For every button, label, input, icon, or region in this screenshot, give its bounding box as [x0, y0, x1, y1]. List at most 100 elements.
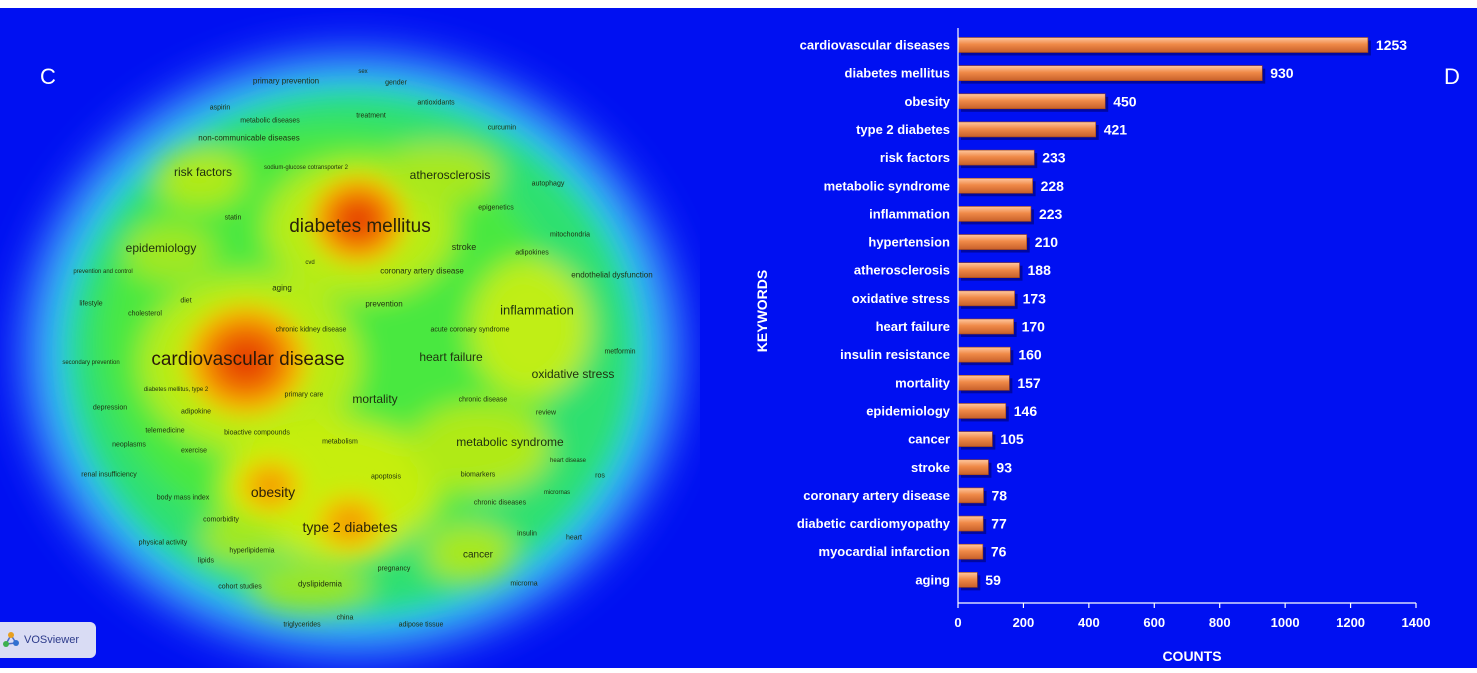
term-label: diabetes mellitus — [289, 216, 431, 237]
x-tick-label: 1200 — [1336, 615, 1365, 630]
term-label: metformin — [604, 348, 636, 356]
term-label: pregnancy — [377, 565, 411, 573]
term-label: neoplasms — [112, 441, 146, 449]
term-label: autophagy — [531, 180, 565, 188]
term-label: statin — [224, 214, 242, 222]
term-label: prevention and control — [73, 269, 133, 275]
term-label: hyperlipidemia — [229, 547, 275, 555]
term-label: physical activity — [138, 539, 188, 547]
term-label: china — [336, 614, 354, 622]
data-label: 77 — [991, 516, 1007, 532]
term-label: oxidative stress — [531, 367, 615, 381]
term-label: micrornas — [543, 490, 571, 496]
bar — [957, 543, 984, 560]
category-label: insulin resistance — [840, 347, 950, 362]
term-label: ros — [595, 472, 605, 480]
term-label: adipokines — [515, 249, 549, 257]
hotspot-obesity — [228, 450, 312, 522]
term-label: treatment — [356, 112, 386, 120]
x-tick-label: 1000 — [1271, 615, 1300, 630]
x-tick-label: 800 — [1209, 615, 1231, 630]
bar — [957, 487, 984, 504]
term-label: adipose tissue — [398, 621, 444, 629]
term-label: inflammation — [500, 302, 574, 318]
bar — [957, 65, 1263, 81]
term-label: depression — [92, 404, 128, 412]
vosviewer-density-map — [22, 51, 682, 655]
category-label: epidemiology — [866, 403, 951, 418]
term-label: chronic diseases — [473, 499, 527, 507]
data-label: 157 — [1017, 375, 1041, 391]
term-label: aging — [272, 283, 292, 293]
term-label: chronic kidney disease — [275, 326, 347, 334]
term-label: heart failure — [419, 350, 483, 364]
bar — [957, 37, 1369, 53]
data-label: 450 — [1113, 93, 1137, 109]
term-label: mitochondria — [549, 231, 591, 239]
term-label: primary care — [284, 391, 324, 399]
term-label: antioxidants — [417, 99, 455, 107]
term-label: body mass index — [156, 494, 210, 502]
bar — [957, 149, 1035, 166]
category-label: oxidative stress — [852, 291, 950, 306]
data-label: 78 — [992, 487, 1008, 503]
category-label: cardiovascular diseases — [800, 38, 950, 53]
term-label: heart disease — [549, 458, 587, 464]
bar — [957, 206, 1032, 222]
category-label: myocardial infarction — [819, 544, 951, 559]
category-label: inflammation — [869, 206, 950, 221]
bar — [957, 459, 989, 476]
bar — [957, 515, 984, 532]
category-label: diabetic cardiomyopathy — [797, 516, 951, 531]
data-label: 105 — [1000, 431, 1024, 447]
term-label: biomarkers — [460, 471, 496, 479]
bar — [957, 177, 1033, 194]
category-label: diabetes mellitus — [845, 66, 950, 81]
term-label: prevention — [365, 299, 403, 309]
term-label: metabolic syndrome — [456, 435, 564, 449]
term-label: triglycerides — [283, 621, 321, 629]
category-label: type 2 diabetes — [856, 122, 950, 137]
data-label: 930 — [1270, 65, 1294, 81]
bar — [957, 403, 1007, 419]
term-label: comorbidity — [203, 516, 239, 524]
vosviewer-logo: VOSviewer — [0, 622, 96, 658]
panel-label-c: C — [40, 64, 56, 89]
x-tick-label: 1400 — [1402, 615, 1431, 630]
category-label: aging — [915, 572, 950, 587]
data-label: 59 — [985, 572, 1001, 588]
data-label: 223 — [1039, 206, 1063, 222]
term-label: insulin — [517, 530, 537, 538]
bar — [957, 374, 1010, 391]
data-label: 93 — [996, 459, 1012, 475]
keyword-count-bar-chart: cardiovascular diseases 1253 diabetes mell… — [754, 28, 1431, 664]
term-label: heart — [566, 534, 582, 542]
hotspot-diabetes-mellitus — [302, 168, 414, 272]
term-label: obesity — [250, 484, 296, 500]
density-hotspots — [174, 168, 414, 561]
term-label: epigenetics — [478, 204, 514, 212]
data-label: 233 — [1042, 150, 1066, 166]
term-label: microrna — [510, 580, 538, 588]
term-label: stroke — [451, 242, 477, 252]
term-label: cholesterol — [128, 310, 162, 318]
vosviewer-network-icon — [3, 632, 19, 647]
hotspot-cardiovascular-disease — [174, 294, 318, 426]
category-label: atherosclerosis — [854, 263, 950, 278]
x-tick-label: 600 — [1143, 615, 1165, 630]
term-label: epidemiology — [125, 241, 197, 255]
bar — [957, 290, 1015, 307]
category-label: cancer — [908, 432, 950, 447]
term-label: apoptosis — [371, 473, 401, 481]
term-label: metabolism — [322, 438, 358, 446]
term-label: renal insufficiency — [81, 471, 137, 479]
data-label: 170 — [1022, 319, 1046, 335]
term-label: cardiovascular disease — [151, 349, 345, 370]
term-label: diet — [180, 297, 192, 305]
term-label: dyslipidemia — [297, 579, 343, 589]
term-label: lipids — [198, 557, 214, 565]
bar — [957, 318, 1014, 335]
data-label: 188 — [1028, 262, 1052, 278]
category-label: metabolic syndrome — [824, 178, 950, 193]
bar — [957, 93, 1106, 110]
